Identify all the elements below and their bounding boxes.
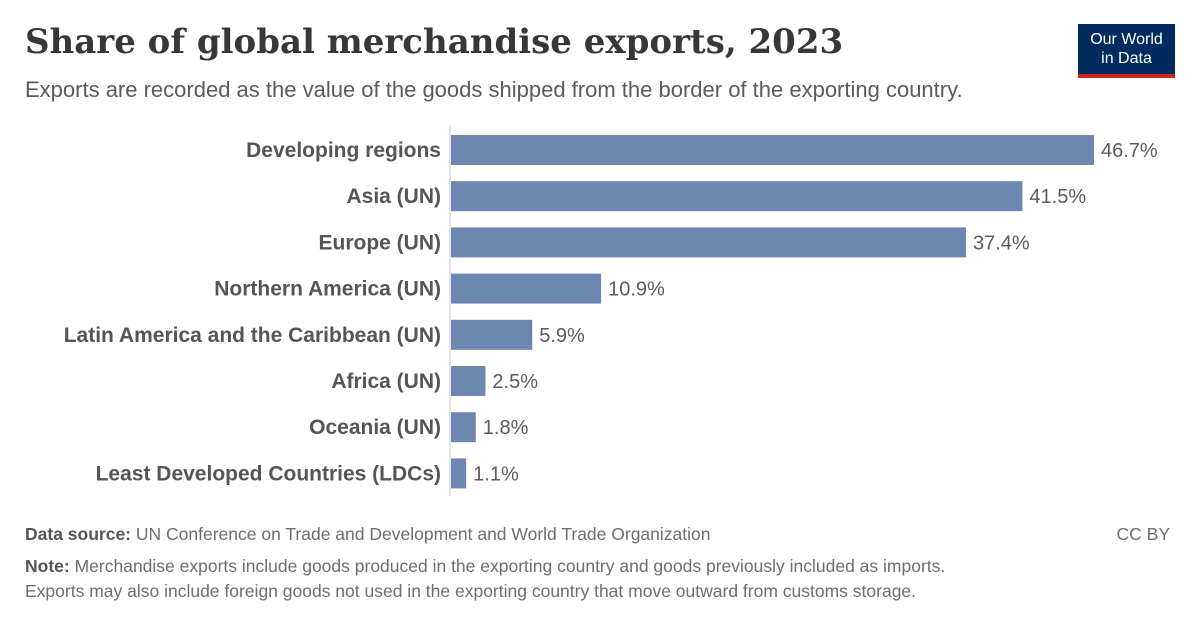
note-line-1: Note: Merchandise exports include goods …	[25, 556, 945, 577]
data-source-label: Data source:	[25, 524, 132, 544]
bar-africa-un[interactable]	[451, 366, 486, 396]
note-line-2: Exports may also include foreign goods n…	[25, 581, 917, 601]
category-label-latin-america-and-the-caribbean-un: Latin America and the Caribbean (UN)	[64, 324, 441, 347]
logo-line-2: in Data	[1101, 50, 1152, 67]
category-label-asia-un: Asia (UN)	[346, 185, 441, 208]
data-source: Data source: UN Conference on Trade and …	[25, 524, 710, 545]
owid-logo[interactable]: Our World in Data	[1078, 24, 1175, 78]
bar-latin-america-and-the-caribbean-un[interactable]	[451, 319, 533, 350]
category-label-northern-america-un: Northern America (UN)	[214, 278, 441, 301]
category-label-oceania-un: Oceania (UN)	[309, 416, 441, 439]
bar-asia-un[interactable]	[451, 181, 1023, 212]
value-label-africa-un: 2.5%	[492, 371, 538, 393]
value-label-asia-un: 41.5%	[1029, 186, 1086, 208]
value-label-latin-america-and-the-caribbean-un: 5.9%	[539, 325, 585, 347]
bar-least-developed-countries-ldcs[interactable]	[451, 458, 467, 489]
bar-northern-america-un[interactable]	[451, 273, 602, 304]
value-label-least-developed-countries-ldcs: 1.1%	[473, 463, 519, 485]
category-label-africa-un: Africa (UN)	[331, 370, 441, 393]
category-label-least-developed-countries-ldcs: Least Developed Countries (LDCs)	[96, 462, 441, 485]
value-label-europe-un: 37.4%	[973, 232, 1030, 254]
note-label: Note:	[25, 556, 70, 576]
category-label-europe-un: Europe (UN)	[319, 231, 442, 254]
bar-developing-regions[interactable]	[451, 135, 1094, 165]
chart-title: Share of global merchandise exports, 202…	[25, 22, 844, 62]
logo-line-1: Our World	[1090, 31, 1163, 48]
category-label-developing-regions: Developing regions	[246, 139, 441, 162]
value-label-northern-america-un: 10.9%	[608, 279, 665, 301]
note-text-1: Merchandise exports include goods produc…	[74, 556, 946, 576]
bar-europe-un[interactable]	[451, 227, 966, 258]
value-label-oceania-un: 1.8%	[483, 417, 529, 439]
bar-chart: Developing regions 46.7% Asia (UN) 41.5% Eur…	[64, 126, 1158, 496]
bar-oceania-un[interactable]	[451, 412, 476, 443]
data-source-text: UN Conference on Trade and Development a…	[135, 524, 711, 544]
chart-subtitle: Exports are recorded as the value of the…	[25, 77, 963, 102]
value-label-developing-regions: 46.7%	[1101, 140, 1158, 162]
license-link[interactable]: CC BY	[1116, 524, 1170, 544]
